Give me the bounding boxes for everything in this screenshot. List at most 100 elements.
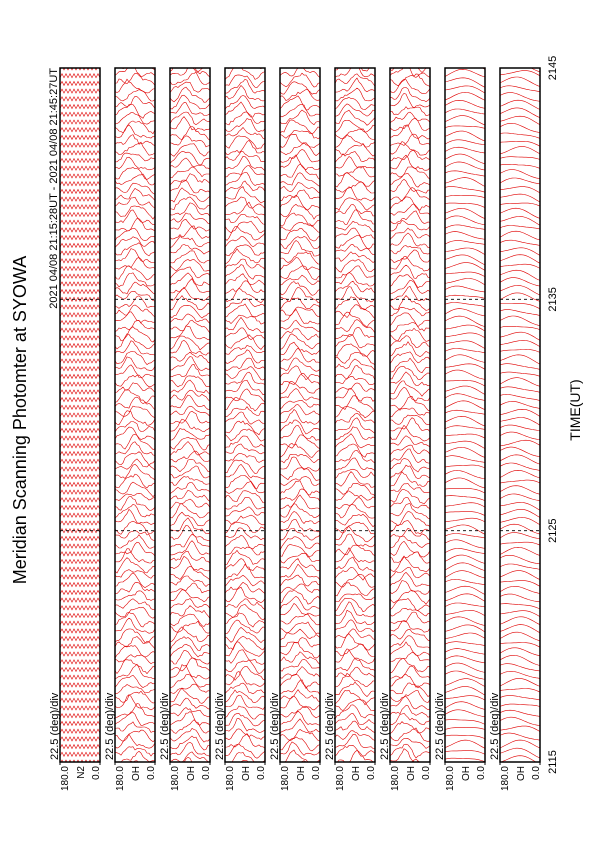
scan-trace [445,533,485,539]
scan-trace [60,489,100,495]
scan-trace [60,265,100,272]
scan-trace [335,128,375,140]
scan-trace [445,186,485,193]
scan-trace [445,332,485,338]
scan-trace [170,50,210,63]
scan-trace [115,205,155,220]
scan-trace [445,648,485,655]
scan-trace [390,748,430,762]
scan-trace [170,657,210,672]
scan-trace [500,164,540,169]
scan-trace [280,453,320,464]
scan-trace [170,212,210,224]
scan-trace [170,126,210,141]
scan-trace [390,665,430,679]
scan-trace [60,543,100,549]
scan-trace [60,150,100,156]
scan-trace [390,527,430,541]
scan-trace [500,169,540,179]
scan-trace [170,286,210,301]
scan-trace [170,436,210,451]
scan-trace [335,582,375,597]
scan-trace [335,343,375,357]
scan-trace [445,363,485,370]
scan-trace [280,574,320,587]
scan-trace [280,563,320,581]
scan-trace [225,752,265,762]
scan-trace [445,68,485,78]
scan-trace [280,494,320,510]
scan-trace [225,428,265,442]
scan-trace [280,319,320,332]
scan-trace [225,463,265,479]
y-tick-label: 180.0 [60,766,71,791]
y-tick-label: 0.0 [256,766,267,780]
scan-trace [60,373,100,380]
scan-trace [170,68,210,73]
scan-trace [280,602,320,617]
scan-trace [500,655,540,666]
scan-trace [115,760,155,762]
scan-trace [60,96,100,102]
scan-trace [280,404,320,416]
scan-trace [280,72,320,88]
scan-trace [335,657,375,672]
chart-subtitle: 2021 04/08 21:15:28UT - 2021 04/08 21:45… [48,68,60,309]
scan-trace [170,673,210,688]
scan-trace [170,364,210,378]
x-tick-label: 2135 [547,287,559,311]
scan-trace [500,401,540,409]
panel-label: 22.5 (deg)/div [379,692,391,760]
scan-trace [390,106,430,117]
scan-trace [280,718,320,734]
scan-trace [225,481,265,494]
scan-trace [500,230,540,241]
scan-trace [60,342,100,349]
scan-trace [225,534,265,550]
y-tick-label: 180.0 [115,766,126,791]
scan-trace [115,281,155,295]
scan-trace [115,320,155,332]
scan-trace [60,227,100,233]
scan-trace [170,489,210,502]
scan-trace [170,272,210,286]
scan-trace [60,119,100,125]
scan-trace [280,729,320,742]
scan-trace [445,502,485,508]
scan-trace [225,85,265,102]
scan-trace [115,173,155,186]
scan-trace [335,533,375,548]
scan-trace [335,365,375,381]
scan-trace [390,696,430,711]
scan-trace [280,434,320,450]
scan-trace [170,735,210,751]
scan-trace [280,511,320,524]
scan-trace [335,181,375,194]
scan-trace [60,643,100,649]
scan-trace [280,130,320,139]
scan-trace [115,73,155,86]
scan-trace [390,245,430,255]
y-tick-label: 180.0 [170,766,181,791]
scan-trace [335,186,375,202]
scan-trace [390,279,430,294]
scan-trace [115,272,155,288]
scan-trace [500,99,540,110]
x-tick-label: 2145 [547,56,559,80]
panel-frame [279,67,321,763]
scan-trace [500,647,540,657]
scan-trace [225,546,265,556]
scan-trace [60,111,100,117]
scan-trace [280,679,320,696]
scan-trace [500,739,540,749]
panel-frame [224,67,266,763]
scan-trace [445,524,485,535]
scan-trace [225,490,265,504]
scan-trace [280,476,320,486]
scan-trace [115,729,155,742]
panel-label: 22.5 (deg)/div [104,692,116,760]
scan-trace [280,265,320,281]
scan-trace [115,606,155,619]
scan-trace [225,514,265,526]
scan-trace [390,256,430,272]
